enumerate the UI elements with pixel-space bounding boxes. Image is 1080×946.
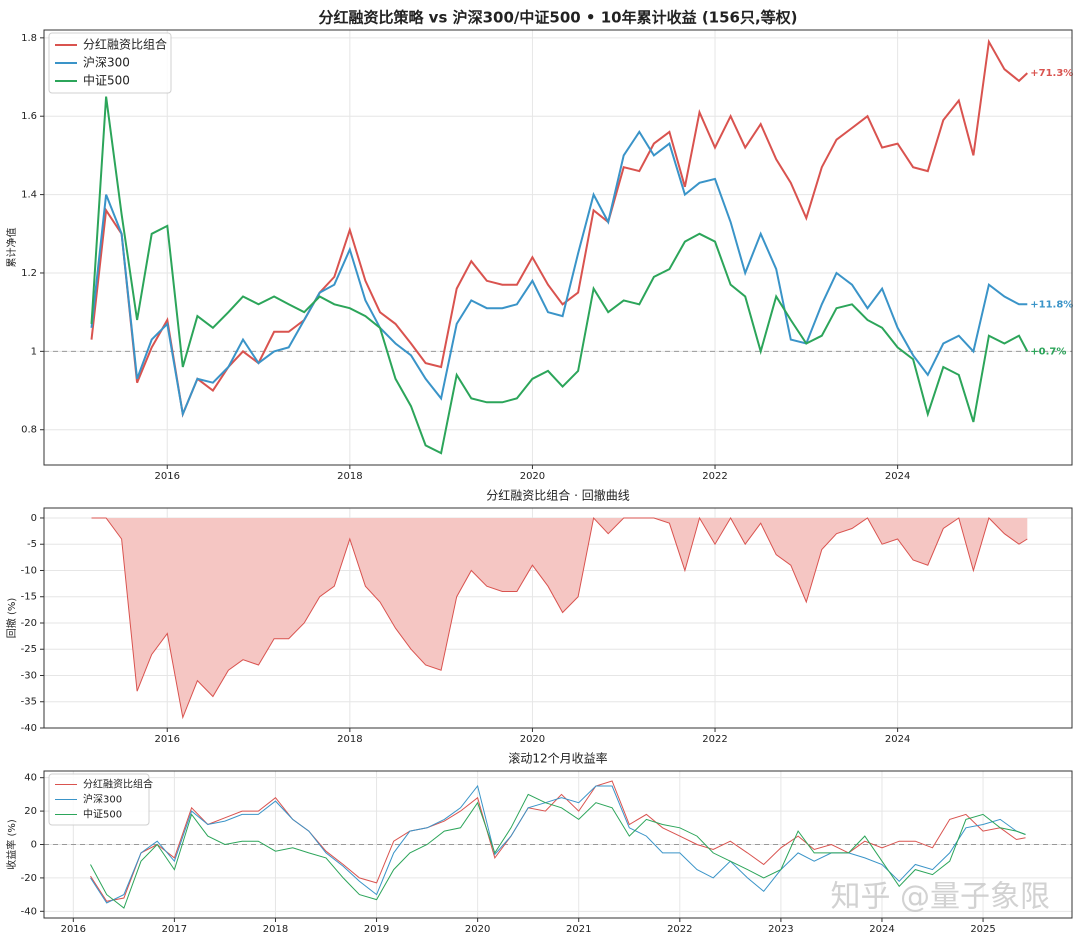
x-tick-label: 2024: [885, 471, 910, 482]
end-label: +71.3%: [1030, 68, 1073, 79]
y-tick-label: -35: [21, 697, 37, 708]
legend-label: 分红融资比组合: [83, 778, 153, 791]
end-label: +11.8%: [1030, 299, 1073, 310]
x-tick-label: 2016: [155, 734, 180, 745]
x-tick-label: 2022: [667, 924, 692, 935]
end-label: +0.7%: [1030, 346, 1066, 357]
y-axis-label: 回撤 (%): [5, 598, 18, 639]
series-line: [90, 96, 1029, 455]
y-axis-label: 收益率 (%): [5, 819, 18, 870]
y-tick-label: 0: [31, 513, 37, 524]
x-tick-label: 2022: [702, 471, 727, 482]
plot-frame: [43, 770, 1073, 919]
x-tick-label: 2024: [885, 734, 910, 745]
y-tick-label: 20: [24, 806, 37, 817]
y-tick-label: 0: [31, 840, 37, 851]
legend-label: 沪深300: [83, 56, 130, 70]
x-tick-label: 2023: [768, 924, 793, 935]
legend-label: 中证500: [83, 73, 130, 88]
series-line: [90, 780, 1026, 902]
drawdown-area: [91, 517, 1028, 718]
plot-frame: [43, 29, 1073, 466]
y-tick-label: -40: [21, 723, 37, 734]
y-tick-label: -15: [21, 592, 37, 603]
legend-label: 中证500: [83, 808, 122, 821]
watermark: 知乎 @量子象限: [830, 880, 1050, 915]
x-tick-label: 2018: [263, 924, 288, 935]
legend-label: 沪深300: [83, 793, 122, 806]
x-tick-label: 2019: [364, 924, 389, 935]
y-tick-label: 1.4: [21, 190, 37, 201]
y-tick-label: 1.8: [21, 33, 37, 44]
y-tick-label: 1.2: [21, 268, 37, 279]
chart-title: 滚动12个月收益率: [508, 751, 607, 766]
x-tick-label: 2020: [520, 734, 545, 745]
x-tick-label: 2020: [465, 924, 490, 935]
legend-box: [48, 32, 172, 94]
y-tick-label: -30: [21, 670, 37, 681]
x-tick-label: 2025: [970, 924, 995, 935]
y-tick-label: -25: [21, 644, 37, 655]
x-tick-label: 2021: [566, 924, 591, 935]
series-line: [90, 784, 1026, 904]
x-tick-label: 2017: [162, 924, 187, 935]
drawdown-line: [91, 516, 1028, 720]
y-tick-label: -20: [21, 618, 37, 629]
series-line: [90, 130, 1028, 418]
x-tick-label: 2018: [337, 471, 362, 482]
y-tick-label: 40: [24, 773, 37, 784]
x-tick-label: 2020: [520, 471, 545, 482]
y-tick-label: -10: [21, 565, 37, 576]
chart-title: 分红融资比策略 vs 沪深300/中证500 • 10年累计收益 (156只,等…: [318, 9, 797, 27]
plot-frame: [43, 507, 1073, 729]
y-tick-label: -40: [21, 906, 37, 917]
x-tick-label: 2024: [869, 924, 894, 935]
y-tick-label: -20: [21, 873, 37, 884]
y-tick-label: 0.8: [21, 425, 37, 436]
legend-label: 分红融资比组合: [83, 37, 167, 52]
x-tick-label: 2022: [702, 734, 727, 745]
y-tick-label: -5: [27, 539, 37, 550]
y-tick-label: 1: [31, 346, 37, 357]
series-line: [90, 793, 1026, 909]
x-tick-label: 2016: [155, 471, 180, 482]
y-axis-label: 累计净值: [5, 228, 18, 268]
chart-title: 分红融资比组合 · 回撤曲线: [486, 488, 629, 503]
y-tick-label: 1.6: [21, 111, 37, 122]
series-line: [90, 38, 1028, 418]
x-tick-label: 2016: [61, 924, 86, 935]
legend-box: [48, 773, 150, 826]
x-tick-label: 2018: [337, 734, 362, 745]
